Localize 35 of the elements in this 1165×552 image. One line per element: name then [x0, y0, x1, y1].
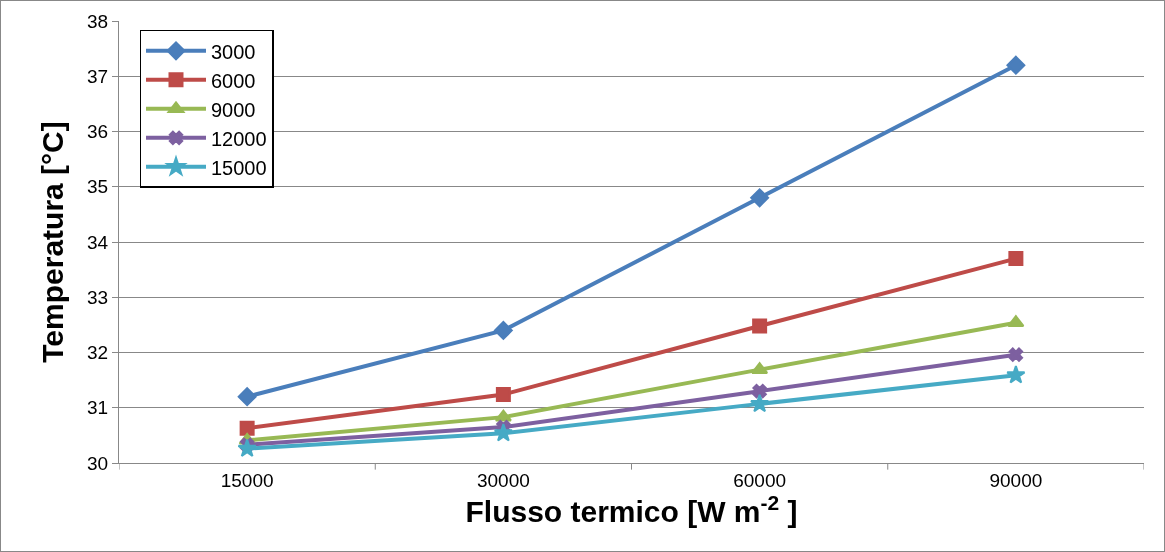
x-axis-title: Flusso termico [W m$^{-2}$ ] — [465, 490, 798, 529]
legend-label: 6000 — [211, 69, 256, 92]
x-tick-label: 90000 — [989, 469, 1043, 491]
legend-label: 3000 — [211, 40, 256, 63]
point — [494, 409, 512, 422]
y-tick-label: 38 — [87, 10, 109, 32]
point — [493, 423, 514, 442]
y-tick-label: 30 — [87, 452, 109, 474]
y-tick-label: 37 — [87, 65, 109, 87]
legend-label: 12000 — [211, 127, 267, 150]
point — [495, 386, 511, 402]
point — [1008, 251, 1024, 267]
point — [752, 318, 768, 334]
point — [237, 438, 257, 457]
y-axis-title: Temperatura [°C] — [36, 121, 70, 363]
point — [493, 320, 513, 340]
x-tick-label: 60000 — [733, 469, 787, 491]
y-tick-label: 31 — [87, 397, 109, 419]
point — [750, 188, 770, 208]
x-tick-label: 15000 — [220, 469, 274, 491]
point — [1006, 55, 1026, 75]
legend-label: 9000 — [211, 98, 256, 121]
legend-label: 15000 — [211, 156, 267, 179]
point — [237, 387, 257, 407]
y-tick-label: 32 — [87, 342, 109, 364]
point — [1006, 365, 1026, 384]
y-tick-label: 35 — [87, 176, 109, 198]
point — [749, 393, 770, 413]
x-tick-label: 30000 — [476, 469, 530, 491]
point — [1008, 347, 1024, 362]
y-tick-label: 33 — [87, 286, 109, 308]
point — [239, 420, 255, 436]
y-tick-label: 36 — [87, 121, 109, 143]
y-tick-label: 34 — [87, 231, 109, 253]
point — [752, 383, 767, 399]
